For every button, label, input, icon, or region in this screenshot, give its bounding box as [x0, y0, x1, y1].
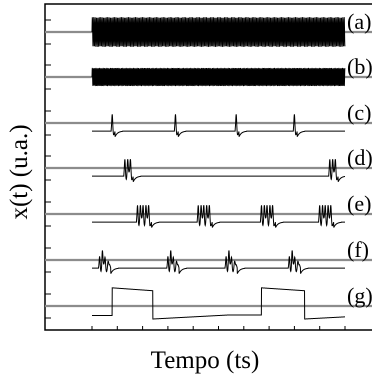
- panel-label: (g): [347, 283, 372, 308]
- signal-trace: [91, 67, 346, 87]
- signal-trace: [92, 287, 346, 320]
- panel-label: (c): [347, 100, 371, 125]
- signal-trace: [91, 17, 346, 47]
- signal-trace: [92, 250, 345, 274]
- panel-label: (b): [347, 54, 372, 79]
- signal-trace: [92, 159, 346, 182]
- panel-label: (e): [347, 191, 371, 216]
- panel-label: (a): [347, 9, 371, 34]
- x-axis-label: Tempo (ts): [151, 347, 260, 374]
- signal-trace: [92, 114, 345, 137]
- panel-label: (f): [347, 237, 369, 262]
- panel-label: (d): [347, 145, 372, 170]
- signal-trace: [92, 205, 345, 228]
- y-axis-label: x(t) (u.a.): [6, 124, 33, 219]
